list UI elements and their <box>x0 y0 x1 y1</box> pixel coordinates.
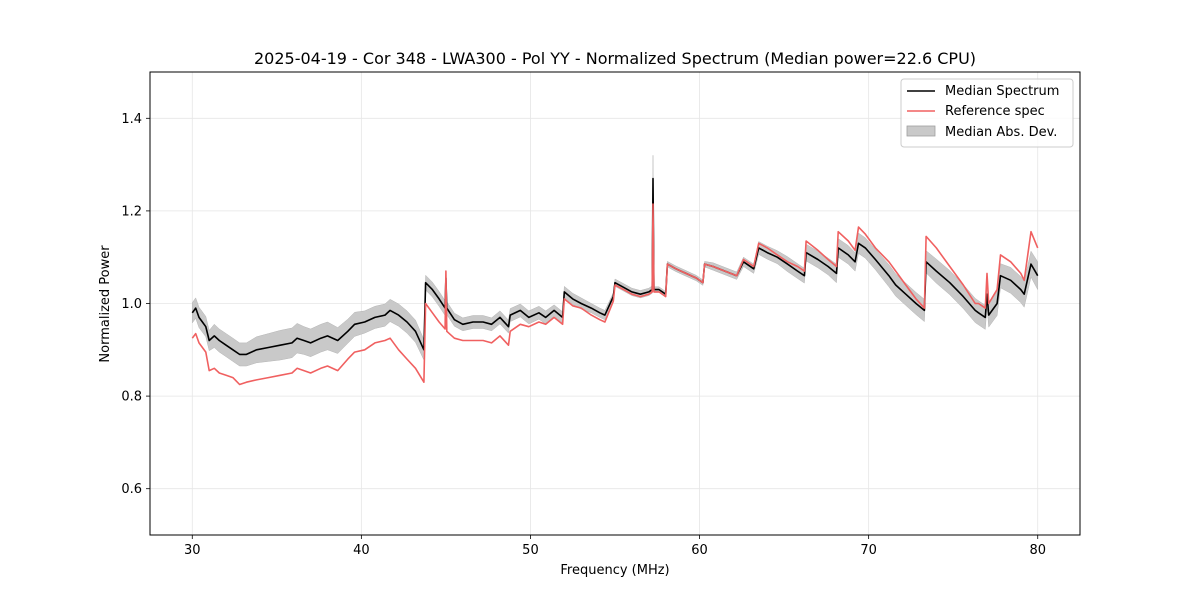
x-axis: 30 40 50 60 70 80 <box>184 535 1046 558</box>
legend-swatch-mad <box>906 125 936 137</box>
y-tick-label: 1.4 <box>121 112 142 127</box>
legend-label-median: Median Spectrum <box>945 84 1059 99</box>
x-tick-label: 30 <box>184 543 201 558</box>
x-tick-label: 60 <box>691 543 708 558</box>
y-tick-label: 0.6 <box>121 482 142 497</box>
mad-band <box>192 155 1038 367</box>
x-tick-label: 80 <box>1029 543 1046 558</box>
legend-label-reference: Reference spec <box>945 104 1045 119</box>
y-tick-label: 1.0 <box>121 297 142 312</box>
reference-spectrum-line <box>191 203 1039 386</box>
y-axis: 0.6 0.8 1.0 1.2 1.4 <box>121 112 150 497</box>
legend-box <box>900 78 1074 148</box>
y-tick-label: 0.8 <box>121 390 142 405</box>
x-axis-label: Frequency (MHz) <box>560 563 669 578</box>
plot-area <box>191 155 1039 386</box>
x-tick-label: 70 <box>860 543 877 558</box>
x-tick-label: 50 <box>522 543 539 558</box>
x-tick-label: 40 <box>353 543 370 558</box>
legend-label-mad: Median Abs. Dev. <box>945 125 1057 140</box>
chart-title: 2025-04-19 - Cor 348 - LWA300 - Pol YY -… <box>254 49 976 68</box>
y-tick-label: 1.2 <box>121 204 142 219</box>
y-axis-label: Normalized Power <box>98 245 113 363</box>
legend: Median Spectrum Reference spec Median Ab… <box>900 78 1074 148</box>
